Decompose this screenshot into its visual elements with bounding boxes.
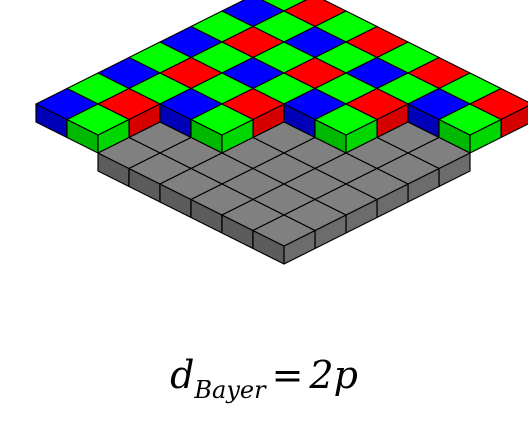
formula-subscript: Bayer — [194, 376, 265, 404]
formula-rhs: 2p — [309, 353, 358, 397]
formula-variable: d — [170, 353, 194, 397]
bayer-formula: dBayer = 2p — [0, 356, 528, 394]
formula-equals: = — [272, 353, 304, 397]
